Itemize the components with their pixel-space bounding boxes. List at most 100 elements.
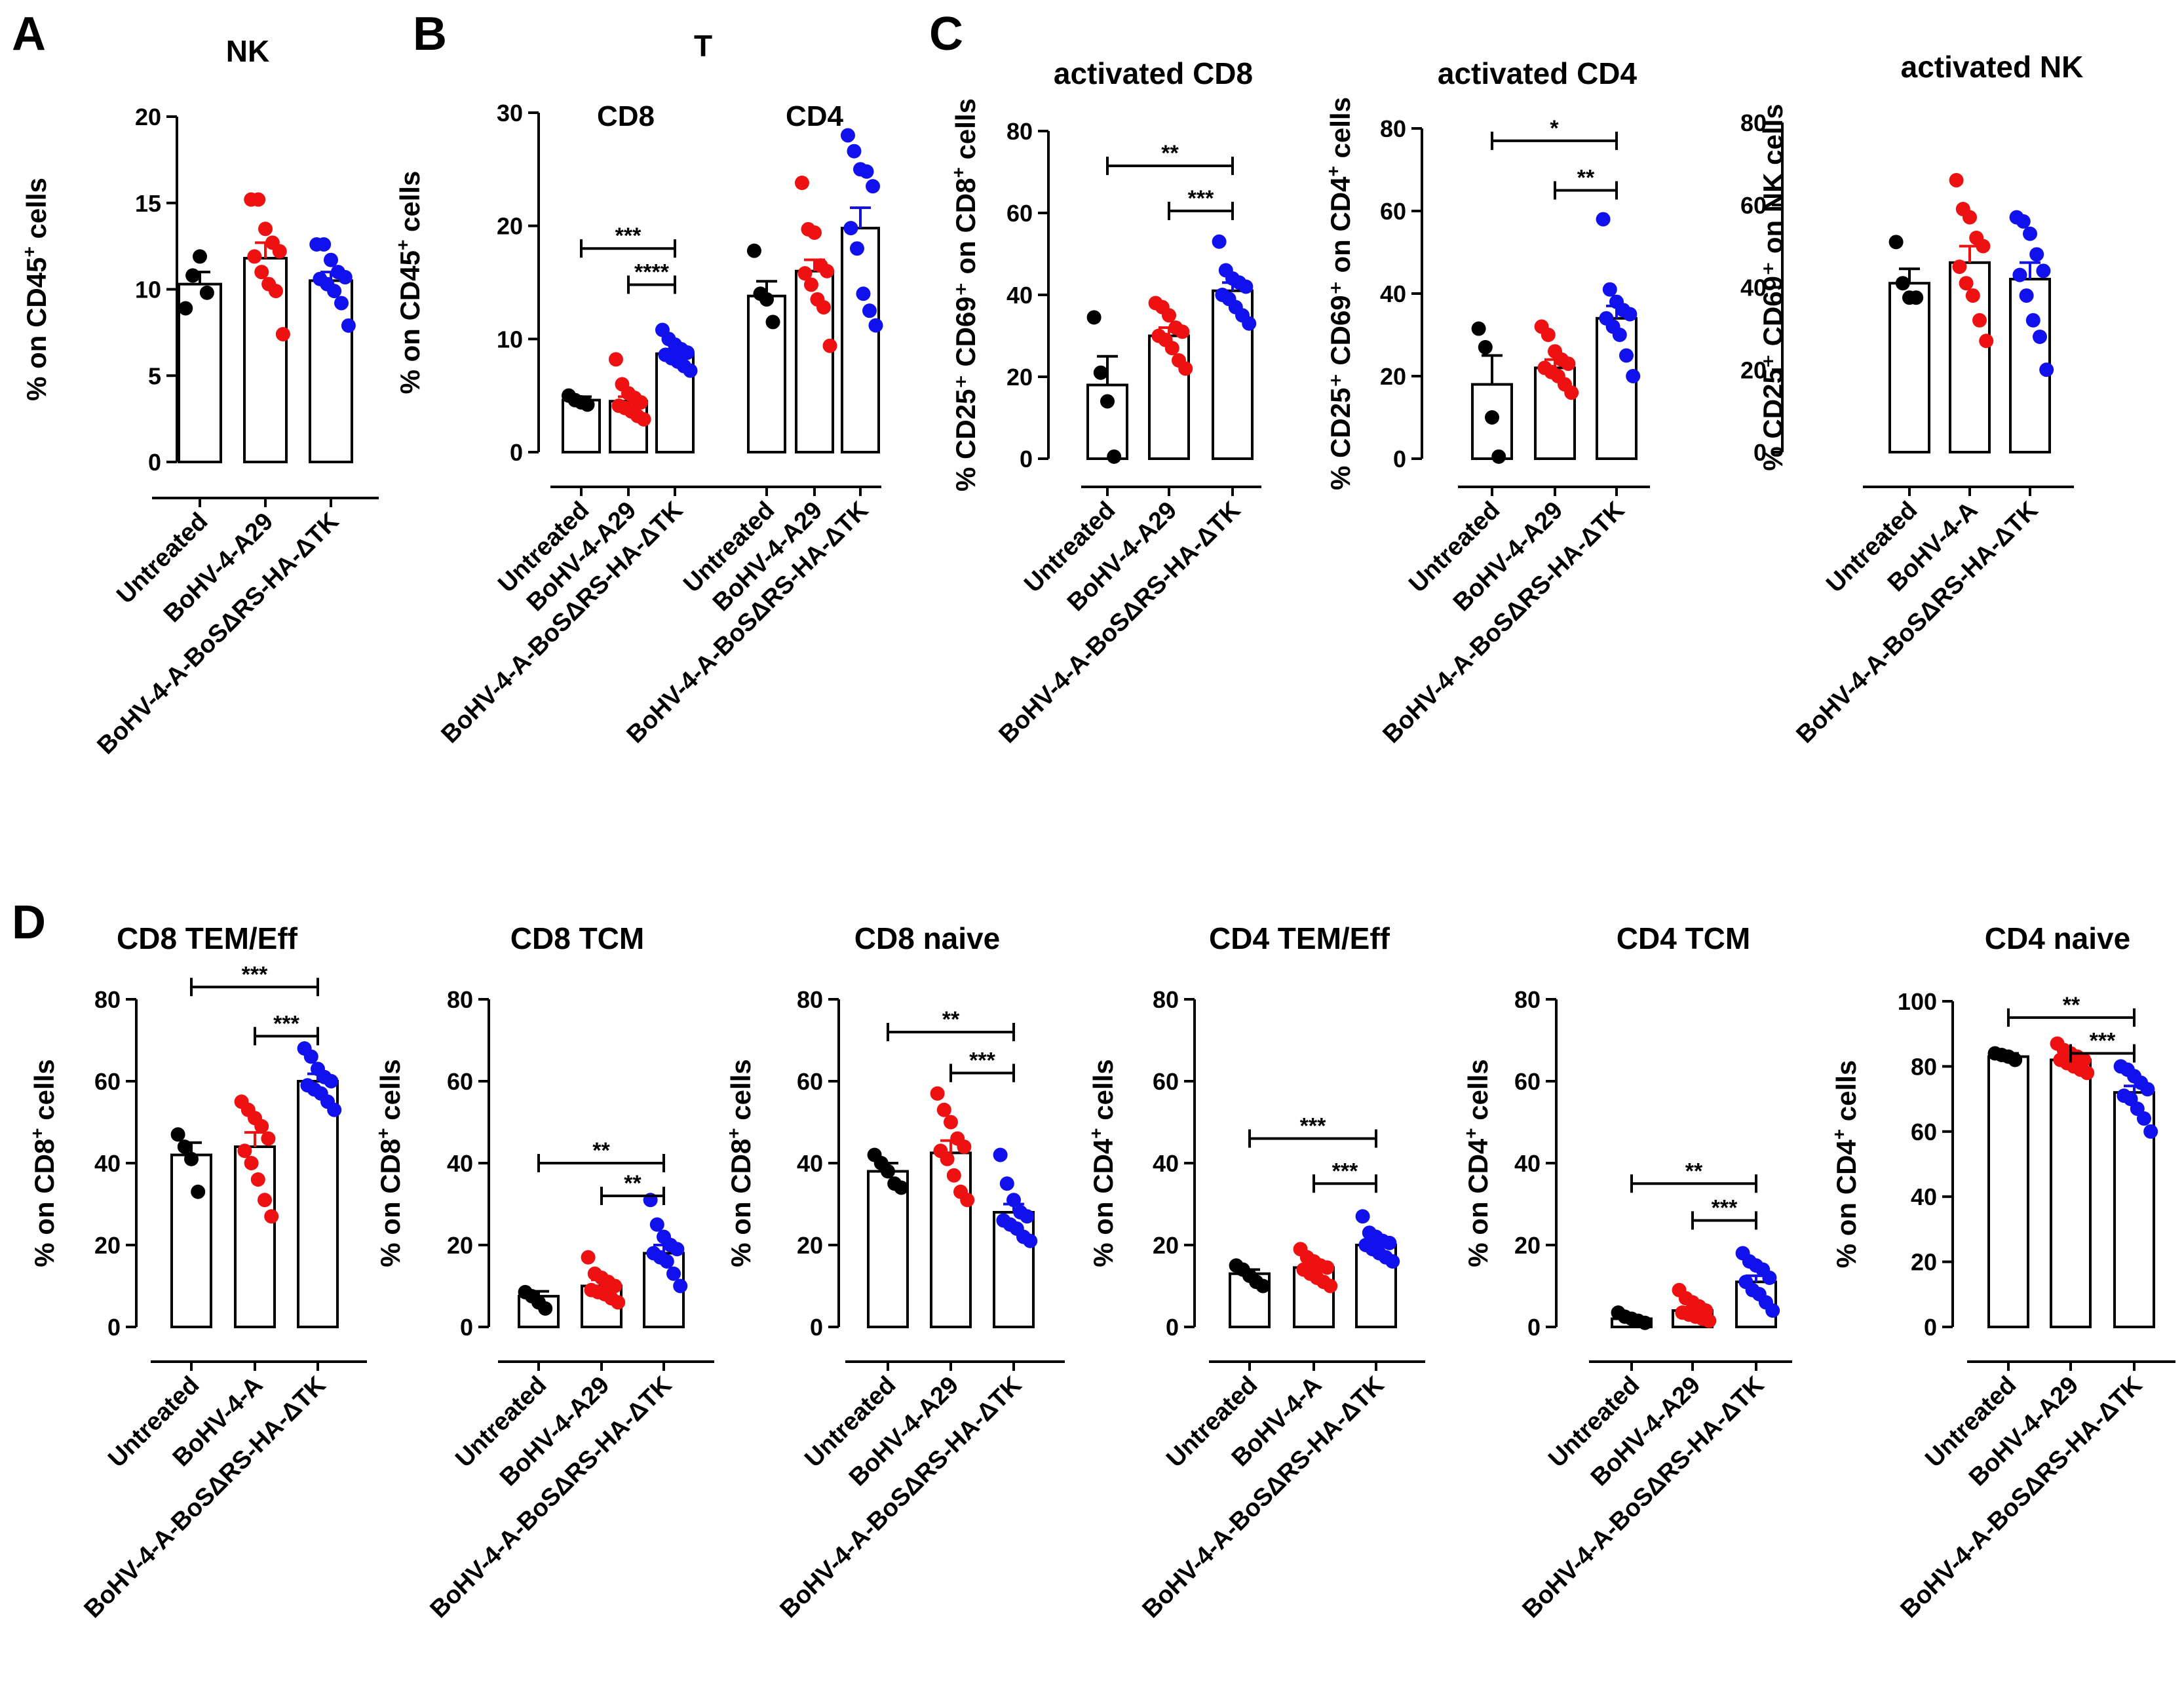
data-point — [1909, 290, 1924, 305]
significance-label: *** — [969, 1048, 995, 1073]
data-point — [1100, 394, 1115, 409]
y-axis-label-main: % on CD45 — [21, 258, 52, 401]
y-tick-label: 0 — [1924, 1314, 1937, 1341]
y-tick-label: 40 — [1380, 280, 1406, 307]
y-tick-label: 20 — [94, 1232, 121, 1259]
data-point — [1972, 313, 1987, 328]
y-axis-label-tail: cells — [1325, 97, 1356, 166]
y-axis-label-tail: cells — [1757, 104, 1788, 172]
data-point — [1979, 334, 1994, 349]
data-point — [1963, 210, 1977, 225]
chart-title: T — [694, 29, 712, 63]
data-point — [856, 286, 871, 301]
panel-letter-b: B — [413, 8, 447, 60]
y-tick-label: 0 — [460, 1314, 473, 1341]
data-point — [1242, 316, 1257, 331]
data-point — [807, 225, 822, 240]
data-point — [1976, 239, 1991, 254]
y-axis-label-main: % on CD8 — [725, 1139, 756, 1267]
y-axis-label-main: % on CD8 — [29, 1139, 60, 1267]
data-point — [820, 263, 835, 278]
data-point — [1626, 369, 1641, 383]
data-point — [936, 1102, 951, 1117]
y-axis-label-sup: + — [393, 240, 413, 250]
data-point — [794, 176, 809, 191]
data-point — [2036, 263, 2051, 278]
y-axis-label-sup: + — [1323, 166, 1343, 176]
bar — [170, 1153, 212, 1328]
y-axis-label-sup: + — [723, 1128, 744, 1138]
data-point — [2025, 313, 2040, 328]
data-point — [178, 301, 193, 316]
y-tick-label: 80 — [1911, 1053, 1937, 1080]
y-tick-label: 20 — [1514, 1232, 1541, 1259]
y-tick-label: 0 — [1753, 439, 1767, 466]
y-axis-label-main: % CD25⁺ CD69⁺ on CD8 — [950, 178, 981, 491]
data-point — [1602, 282, 1617, 297]
y-axis-label-tail: cells — [1463, 1059, 1493, 1128]
data-point — [1491, 449, 1506, 464]
y-tick-label: 0 — [148, 449, 161, 476]
data-point — [170, 1127, 185, 1142]
data-point — [1212, 234, 1227, 249]
y-axis-label-sup: + — [27, 1128, 47, 1138]
data-point — [258, 1193, 272, 1208]
data-point — [191, 1184, 206, 1199]
data-point — [840, 128, 855, 143]
y-axis-label-main: % on CD8 — [375, 1139, 406, 1267]
data-point — [1702, 1313, 1717, 1328]
data-point — [1561, 356, 1576, 372]
data-point — [2019, 288, 2034, 303]
significance-label: *** — [615, 223, 642, 248]
data-point — [1965, 288, 1980, 303]
y-axis-label-main: % on CD4 — [1088, 1138, 1119, 1267]
y-axis-label: % on CD4+ cells — [1461, 1059, 1493, 1267]
y-tick-label: 60 — [797, 1068, 823, 1095]
data-point — [1175, 324, 1190, 339]
y-axis-label: % on CD8+ cells — [373, 1059, 406, 1267]
chart-title: CD4 TCM — [1617, 921, 1750, 955]
data-point — [177, 1140, 192, 1154]
y-tick-label: 60 — [1911, 1119, 1937, 1145]
significance-label: ** — [1161, 141, 1179, 166]
y-axis-label-main: % on CD45 — [394, 250, 425, 394]
chart-title: CD8 TCM — [510, 921, 644, 955]
y-tick-label: 0 — [107, 1314, 121, 1341]
data-point — [1355, 1209, 1370, 1224]
data-point — [1255, 1278, 1271, 1294]
data-point — [1385, 1254, 1400, 1269]
data-point — [327, 1102, 342, 1117]
significance-label: *** — [1332, 1159, 1358, 1183]
data-point — [999, 1176, 1014, 1191]
chart-title: CD8 TEM/Eff — [117, 921, 298, 955]
data-point — [2012, 267, 2027, 282]
data-point — [2137, 1111, 2151, 1126]
y-tick-label: 40 — [797, 1150, 823, 1177]
data-point — [611, 1295, 626, 1310]
data-point — [2143, 1124, 2158, 1139]
data-point — [275, 327, 290, 342]
y-tick-label: 40 — [1740, 275, 1767, 301]
y-axis-label-sup: + — [948, 167, 968, 178]
y-axis-label-main: % on CD4 — [1463, 1138, 1493, 1267]
data-point — [247, 249, 262, 264]
y-tick-label: 80 — [797, 986, 823, 1013]
significance-label: ** — [624, 1171, 642, 1196]
y-axis-label: % CD25⁺ CD69⁺ on CD4+ cells — [1323, 97, 1356, 490]
y-axis-label: % on CD4+ cells — [1086, 1059, 1119, 1267]
data-point — [1006, 1193, 1021, 1208]
data-point — [2008, 1052, 2023, 1067]
x-category-label: BoHV-4-A-BoSΔRS-HA-ΔTK — [994, 496, 1246, 748]
x-category-label: BoHV-4-A-BoSΔRS-HA-ΔTK — [79, 1371, 332, 1623]
y-tick-label: 20 — [447, 1232, 473, 1259]
data-point — [822, 338, 837, 353]
data-point — [1564, 385, 1579, 400]
data-point — [581, 1250, 596, 1265]
data-point — [324, 1074, 339, 1088]
data-point — [250, 1172, 265, 1187]
significance-label: *** — [242, 962, 268, 987]
data-point — [1107, 449, 1122, 464]
